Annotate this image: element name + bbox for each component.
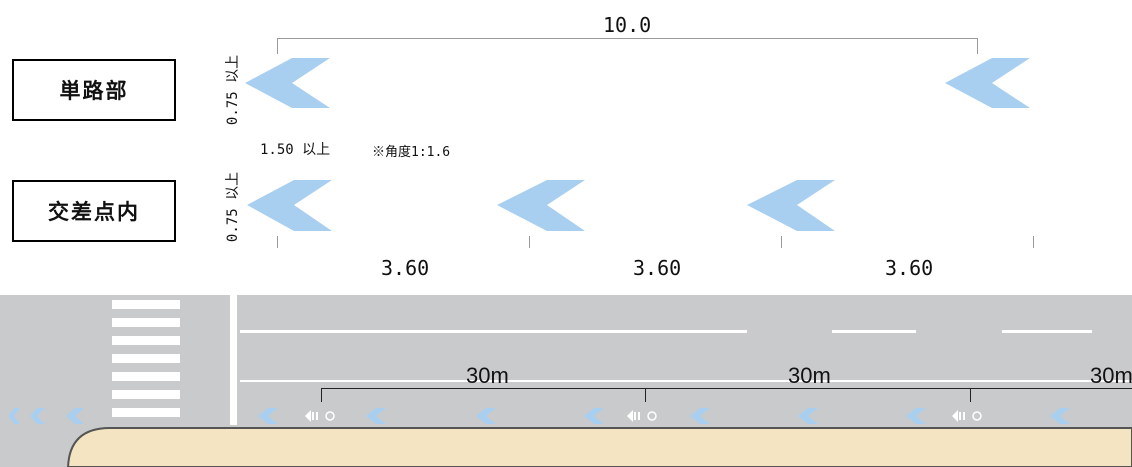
- interval-tick-3: [970, 388, 971, 402]
- stop-line: [230, 295, 237, 425]
- single-road-label: 単路部: [59, 79, 129, 103]
- spacing-tick-4: [1033, 236, 1034, 248]
- total-length-tick-right: [977, 38, 978, 54]
- spacing-tick-2: [529, 236, 530, 248]
- spacing-label-2: 3.60: [633, 256, 682, 280]
- lane-line-2: [832, 330, 916, 333]
- interval-tick-1: [321, 388, 322, 402]
- spacing-tick-3: [781, 236, 782, 248]
- crosswalk: [112, 300, 180, 417]
- spacing-tick-1: [277, 236, 278, 248]
- bicycle-marking-3: [952, 410, 982, 422]
- bicycle-marking-1: [305, 410, 335, 422]
- interval-dimension-line: [321, 388, 1132, 389]
- total-length-label: 10.0: [603, 13, 652, 37]
- lane-chevrons: [8, 408, 1070, 424]
- bicycle-marking-2: [627, 410, 657, 422]
- intersection-label: 交差点内: [48, 200, 140, 224]
- spacing-label-3: 3.60: [885, 256, 934, 280]
- total-length-dimension-line: [277, 38, 978, 39]
- spacing-label-1: 3.60: [381, 256, 430, 280]
- intersection-label-box: 交差点内: [12, 180, 176, 242]
- interval-label-1: 30m: [466, 363, 509, 388]
- interval-tick-2: [645, 388, 646, 402]
- width-label: 1.50 以上: [260, 142, 331, 158]
- interval-label-3: 30m: [1090, 363, 1132, 388]
- angle-note: ※角度1:1.6: [372, 145, 451, 160]
- single-road-label-box: 単路部: [12, 59, 176, 121]
- edge-line: [240, 380, 1132, 382]
- sidewalk: [67, 427, 1132, 467]
- lane-line-3: [1002, 330, 1092, 333]
- total-length-tick-left: [277, 38, 278, 54]
- lane-line-1: [240, 330, 747, 333]
- interval-label-2: 30m: [788, 363, 831, 388]
